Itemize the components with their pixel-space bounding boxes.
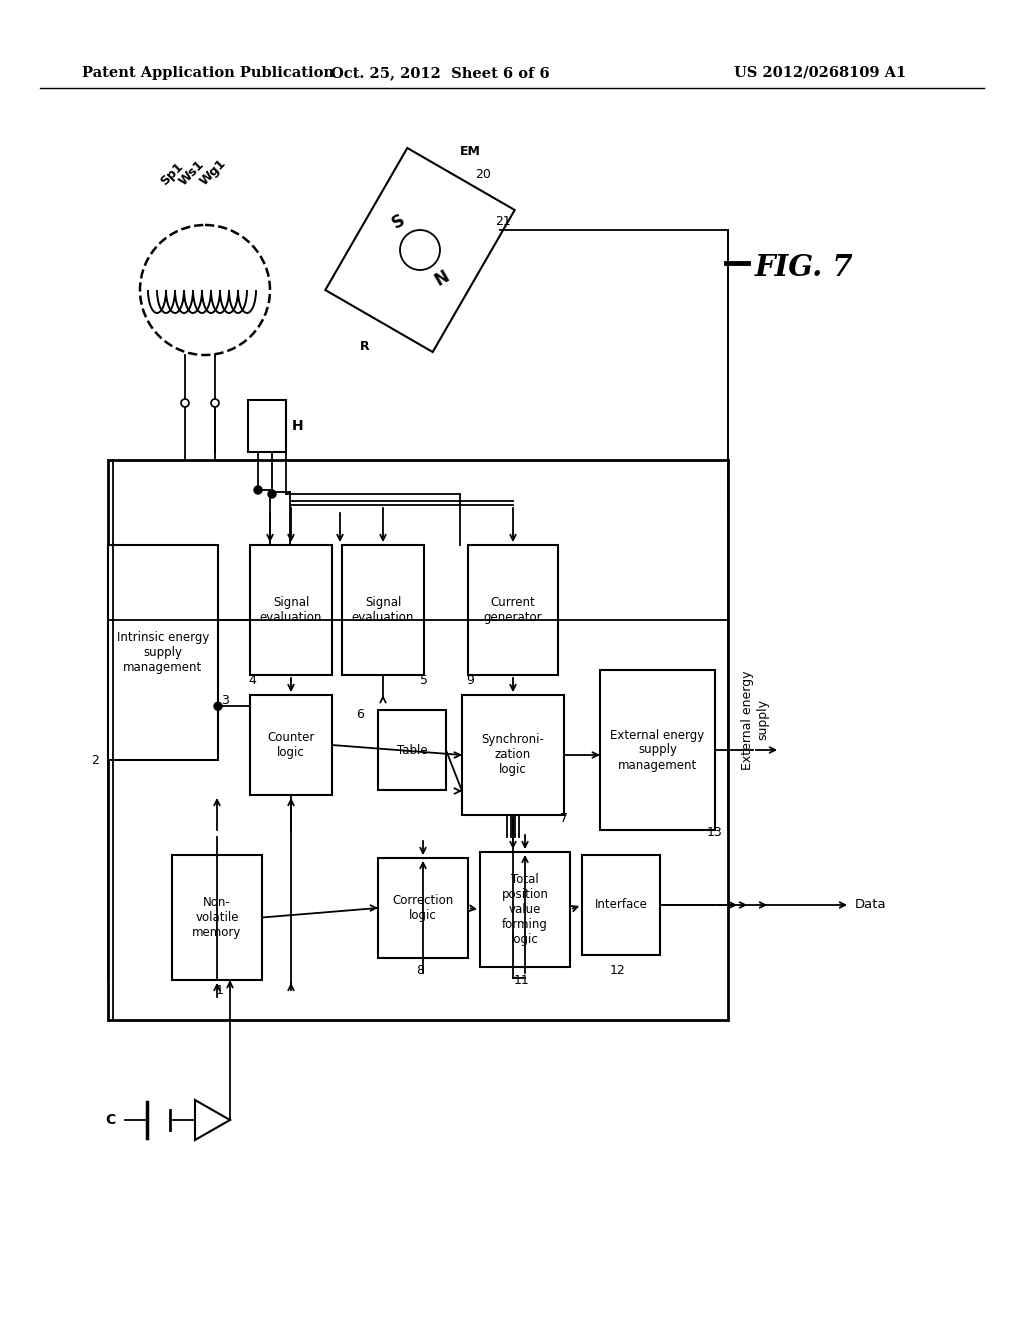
Text: Signal
evaluation: Signal evaluation — [352, 597, 414, 624]
Text: Table: Table — [396, 743, 427, 756]
Text: 12: 12 — [610, 964, 626, 977]
Text: S: S — [388, 211, 408, 232]
Text: Data: Data — [855, 899, 887, 912]
Bar — [172, 855, 262, 979]
Text: Interface: Interface — [595, 899, 647, 912]
Text: 21: 21 — [495, 215, 511, 228]
Text: Sp1: Sp1 — [158, 160, 186, 187]
Text: R: R — [360, 341, 370, 352]
Circle shape — [211, 399, 219, 407]
Text: Synchroni-
zation
logic: Synchroni- zation logic — [481, 734, 545, 776]
Text: External energy
supply
management: External energy supply management — [610, 729, 705, 771]
Bar — [378, 710, 446, 789]
Circle shape — [254, 486, 262, 494]
Text: Non-
volatile
memory: Non- volatile memory — [193, 896, 242, 939]
Bar — [480, 851, 570, 968]
Bar — [468, 545, 558, 675]
Text: Intrinsic energy
supply
management: Intrinsic energy supply management — [117, 631, 209, 675]
Text: 11: 11 — [514, 974, 529, 986]
Text: Patent Application Publication: Patent Application Publication — [82, 66, 334, 81]
Circle shape — [214, 702, 222, 710]
Text: FIG. 7: FIG. 7 — [755, 253, 854, 282]
Bar — [108, 459, 728, 1020]
Text: 20: 20 — [475, 168, 490, 181]
Text: 3: 3 — [221, 693, 229, 706]
Bar — [582, 855, 660, 954]
Text: Oct. 25, 2012  Sheet 6 of 6: Oct. 25, 2012 Sheet 6 of 6 — [331, 66, 549, 81]
Circle shape — [400, 230, 440, 271]
Text: External energy
supply: External energy supply — [741, 671, 769, 770]
Text: 7: 7 — [560, 812, 568, 825]
Text: 9: 9 — [466, 673, 474, 686]
Text: 13: 13 — [708, 825, 723, 838]
Text: EM: EM — [460, 145, 481, 158]
Polygon shape — [326, 148, 515, 352]
Bar — [342, 545, 424, 675]
Text: Wg1: Wg1 — [198, 157, 228, 187]
Circle shape — [268, 490, 276, 498]
Bar — [250, 696, 332, 795]
Circle shape — [181, 399, 189, 407]
Text: 1: 1 — [216, 983, 224, 997]
Text: US 2012/0268109 A1: US 2012/0268109 A1 — [734, 66, 906, 81]
Text: Current
generator: Current generator — [483, 597, 543, 624]
Bar — [248, 400, 286, 451]
Text: Total
position
value
forming
logic: Total position value forming logic — [502, 873, 549, 946]
Text: 6: 6 — [356, 709, 364, 722]
Text: Ws1: Ws1 — [177, 157, 207, 187]
Text: 5: 5 — [420, 673, 428, 686]
Text: 2: 2 — [91, 754, 99, 767]
Text: Counter
logic: Counter logic — [267, 731, 314, 759]
Text: 4: 4 — [248, 673, 256, 686]
Bar — [108, 545, 218, 760]
Text: N: N — [431, 267, 453, 289]
Text: H: H — [292, 418, 304, 433]
Text: C: C — [104, 1113, 115, 1127]
Text: Correction
logic: Correction logic — [392, 894, 454, 921]
Polygon shape — [195, 1100, 230, 1140]
Text: Signal
evaluation: Signal evaluation — [260, 597, 323, 624]
Text: 8: 8 — [416, 964, 424, 977]
Bar — [378, 858, 468, 958]
Bar — [250, 545, 332, 675]
Bar — [600, 671, 715, 830]
Bar — [462, 696, 564, 814]
Circle shape — [140, 224, 270, 355]
